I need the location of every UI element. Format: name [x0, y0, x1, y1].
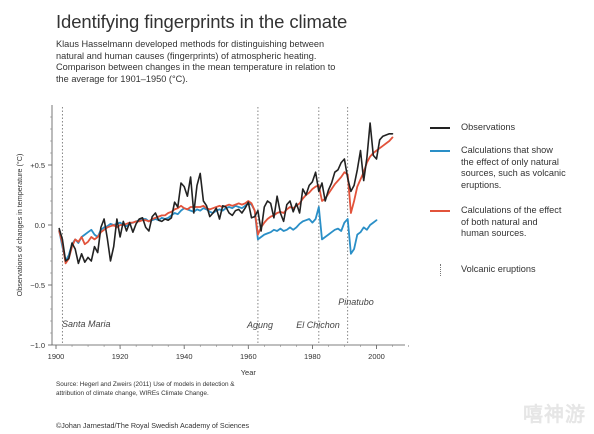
watermark-logo: 嘻神游: [523, 402, 586, 426]
volcanic-eruption-label: El Chichon: [296, 320, 340, 330]
legend-swatch-natural: [430, 150, 450, 152]
x-tick-label: 1980: [304, 352, 321, 361]
legend-label: Volcanic eruptions: [461, 264, 536, 274]
natural-sources-line: [58, 202, 378, 262]
x-tick-label: 1920: [112, 352, 129, 361]
source-line: attribution of climate change, WIREs Cli…: [56, 390, 209, 397]
volcanic-eruption-label: Agung: [246, 320, 273, 330]
combined-sources-line: [58, 136, 394, 265]
subtitle-line: Klaus Hasselmann developed methods for d…: [56, 39, 325, 49]
observations-line: [58, 122, 394, 265]
legend-label: human sources.: [461, 228, 527, 239]
source-line: Source: Hegerl and Zweirs (2011) Use of …: [56, 381, 235, 388]
legend-swatch-volcanic: [440, 264, 441, 276]
y-axis-label: Observations of changes in temperature (…: [15, 154, 24, 297]
x-tick-label: 1900: [48, 352, 65, 361]
legend-label: Calculations that show: [461, 145, 553, 155]
y-tick-label: 0.0: [35, 221, 45, 230]
subtitle-line: Comparison between changes in the mean t…: [56, 62, 336, 73]
legend-label: sources, such as volcanic: [461, 168, 566, 179]
subtitle-line: natural and human causes (fingerprints) …: [56, 50, 317, 61]
legend-label: Calculations of the effect: [461, 205, 562, 215]
volcanic-eruption-label: Santa Maria: [62, 319, 111, 329]
legend-swatch-combined: [430, 210, 450, 212]
legend-swatch-observations: [430, 127, 450, 129]
source-note: Source: Hegerl and Zweirs (2011) Use of …: [56, 380, 235, 398]
chart-title: Identifying fingerprints in the climate: [56, 11, 348, 32]
chart-subtitle: Klaus Hasselmann developed methods for d…: [56, 39, 376, 85]
credit-line: ©Johan Jarnestad/The Royal Swedish Acade…: [56, 421, 250, 430]
legend-label: the effect of only natural: [461, 156, 559, 167]
legend-label: Observations: [461, 122, 516, 132]
x-tick-label: 1940: [176, 352, 193, 361]
x-tick-label: 2000: [368, 352, 385, 361]
subtitle-line: the average for 1901–1950 (°C).: [56, 73, 188, 84]
x-tick-label: 1960: [240, 352, 257, 361]
x-axis-label: Year: [241, 368, 257, 377]
y-tick-label: −1.0: [30, 341, 45, 350]
y-tick-label: +0.5: [30, 161, 45, 170]
volcanic-eruption-label: Pinatubo: [338, 297, 374, 307]
legend-label: of both natural and: [461, 216, 538, 227]
legend-label: eruptions.: [461, 179, 502, 190]
y-tick-label: −0.5: [30, 281, 45, 290]
